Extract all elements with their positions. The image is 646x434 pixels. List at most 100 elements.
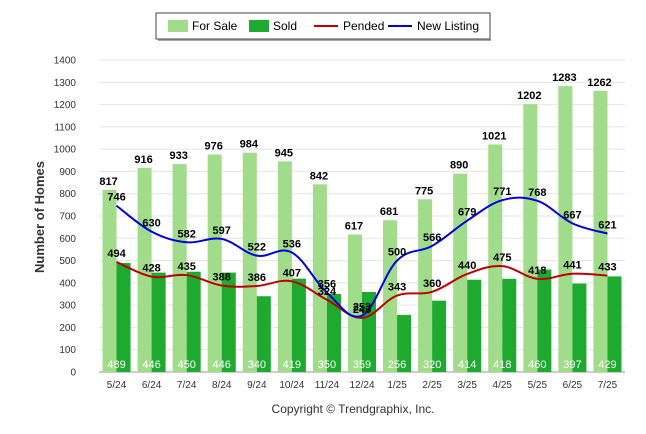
label-pended-7-25: 433 xyxy=(598,262,616,274)
x-tick-label-1-25: 1/25 xyxy=(387,380,407,391)
x-axis-ticks: 5/24 6/24 7/24 8/24 9/24 10/24 11/24 12/24 1/25 2… xyxy=(107,380,618,391)
label-pended-11-24: 324 xyxy=(318,286,337,298)
label-pended-7-24: 435 xyxy=(177,261,195,273)
label-for-sale-9-24: 984 xyxy=(240,139,259,151)
label-sold-7-24: 450 xyxy=(177,359,195,371)
label-sold-5-25: 460 xyxy=(528,359,546,371)
label-pended-5-24: 494 xyxy=(107,248,126,260)
label-new-listing-2-25: 566 xyxy=(423,232,441,244)
x-tick-label-5-24: 5/24 xyxy=(107,380,127,391)
y-axis-ticks: 0 100 200 300 400 500 600 700 800 900 1000 1100 1200… xyxy=(54,56,77,379)
label-new-listing-9-24: 522 xyxy=(248,242,266,254)
legend-label-new-listing: New Listing xyxy=(417,19,479,33)
label-pended-1-25: 343 xyxy=(388,282,406,294)
x-tick-label-8-24: 8/24 xyxy=(212,380,232,391)
bar-for-sale-5-24 xyxy=(102,189,117,372)
label-sold-4-25: 418 xyxy=(493,359,511,371)
bar-sold-8-24 xyxy=(221,272,236,372)
label-pended-8-24: 388 xyxy=(213,272,231,284)
x-tick-label-6-25: 6/25 xyxy=(563,380,583,391)
label-new-listing-1-25: 500 xyxy=(388,247,406,259)
bar-sold-7-25 xyxy=(607,276,622,372)
bar-sold-5-24 xyxy=(116,263,131,372)
label-for-sale-1-25: 681 xyxy=(380,206,398,218)
label-for-sale-6-24: 916 xyxy=(134,154,152,166)
label-new-listing-5-25: 768 xyxy=(528,187,546,199)
label-new-listing-8-24: 597 xyxy=(213,225,231,237)
label-sold-3-25: 414 xyxy=(458,359,476,371)
bar-sold-7-24 xyxy=(186,271,201,372)
bar-sold-11-24 xyxy=(326,294,341,372)
label-sold-6-24: 446 xyxy=(142,359,160,371)
label-for-sale-11-24: 842 xyxy=(310,170,328,182)
y-tick-label: 100 xyxy=(59,345,76,356)
bar-for-sale-3-25 xyxy=(453,173,468,372)
bar-for-sale-1-25 xyxy=(383,220,398,372)
label-sold-11-24: 350 xyxy=(318,359,336,371)
y-tick-label: 400 xyxy=(59,278,76,289)
bar-for-sale-7-24 xyxy=(172,164,187,372)
y-tick-label: 1200 xyxy=(54,100,77,111)
label-new-listing-7-24: 582 xyxy=(177,228,195,240)
label-sold-5-24: 489 xyxy=(107,359,125,371)
label-sold-10-24: 419 xyxy=(283,359,301,371)
bar-for-sale-2-25 xyxy=(418,199,433,372)
label-pended-3-25: 440 xyxy=(458,260,476,272)
x-tick-label-12-24: 12/24 xyxy=(349,380,374,391)
label-for-sale-5-24: 817 xyxy=(99,176,117,188)
label-sold-12-24: 359 xyxy=(353,359,371,371)
bar-sold-6-25 xyxy=(572,283,587,372)
label-pended-6-24: 428 xyxy=(142,263,160,275)
x-tick-label-4-25: 4/25 xyxy=(493,380,513,391)
label-new-listing-11-24: 356 xyxy=(318,279,336,291)
label-sold-7-25: 429 xyxy=(598,359,616,371)
legend: For Sale Sold Pended New Listing xyxy=(155,12,491,41)
legend-label-for-sale: For Sale xyxy=(192,19,238,33)
label-for-sale-7-24: 933 xyxy=(169,150,187,162)
label-for-sale-8-24: 976 xyxy=(205,140,223,152)
label-pended-10-24: 407 xyxy=(283,267,301,279)
y-tick-label: 1000 xyxy=(54,145,77,156)
label-new-listing-12-24: 253 xyxy=(353,302,371,314)
label-for-sale-12-24: 617 xyxy=(345,220,363,232)
bar-sold-5-25 xyxy=(537,269,552,372)
y-axis-title: Number of Homes xyxy=(32,161,47,273)
label-new-listing-6-24: 630 xyxy=(142,218,160,230)
line-pended xyxy=(116,260,608,319)
bar-for-sale-9-24 xyxy=(242,152,257,372)
legend-label-sold: Sold xyxy=(273,19,297,33)
bar-sold-1-25 xyxy=(397,314,412,372)
label-new-listing-7-25: 621 xyxy=(598,220,616,232)
line-new-listing xyxy=(115,196,608,318)
label-sold-6-25: 397 xyxy=(563,359,581,371)
x-tick-label-7-24: 7/24 xyxy=(177,380,197,391)
y-tick-label: 300 xyxy=(59,301,76,312)
y-tick-label: 600 xyxy=(59,234,76,245)
label-new-listing-5-24: 746 xyxy=(107,192,125,204)
y-tick-label: 200 xyxy=(59,323,76,334)
label-for-sale-4-25: 1021 xyxy=(482,130,506,142)
label-pended-5-25: 418 xyxy=(528,265,546,277)
label-new-listing-4-25: 771 xyxy=(493,186,511,198)
legend-item-sold: Sold xyxy=(249,19,297,33)
y-tick-label: 1400 xyxy=(54,56,77,67)
label-sold-1-25: 256 xyxy=(388,359,406,371)
bar-for-sale-12-24 xyxy=(347,234,362,372)
x-tick-label-7-25: 7/25 xyxy=(598,380,618,391)
label-for-sale-10-24: 945 xyxy=(275,147,293,159)
bar-for-sale-6-25 xyxy=(558,86,573,373)
x-tick-label-9-24: 9/24 xyxy=(247,380,267,391)
y-tick-label: 1100 xyxy=(54,122,76,133)
x-tick-label-11-24: 11/24 xyxy=(315,380,340,391)
bar-sold-3-25 xyxy=(467,279,482,372)
legend-item-new-listing: New Listing xyxy=(388,19,479,33)
bar-for-sale-8-24 xyxy=(207,154,222,372)
x-tick-label-5-25: 5/25 xyxy=(528,380,548,391)
label-pended-6-25: 441 xyxy=(563,260,581,272)
x-tick-label-3-25: 3/25 xyxy=(457,380,477,391)
label-new-listing-3-25: 679 xyxy=(458,207,476,219)
copyright-credit: Copyright © Trendgraphix, Inc. xyxy=(272,402,435,416)
bars xyxy=(102,86,622,373)
label-sold-2-25: 320 xyxy=(423,359,441,371)
